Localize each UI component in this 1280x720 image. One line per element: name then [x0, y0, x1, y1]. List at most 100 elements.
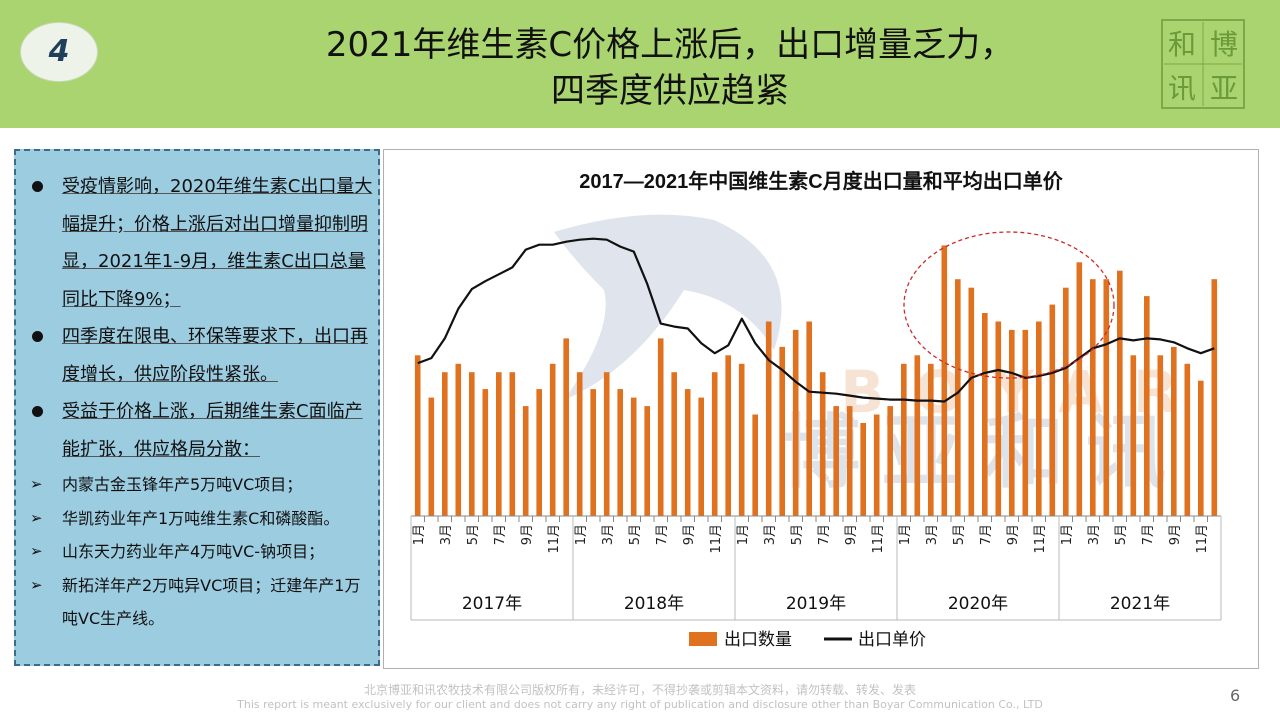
month-tick-label: 9月	[1006, 524, 1021, 545]
bar	[469, 372, 475, 516]
bar	[428, 397, 435, 516]
boyar-logo: 和 博 讯 亚	[1161, 19, 1245, 109]
month-tick-label: 3月	[601, 524, 616, 545]
month-tick-label: 11月	[709, 524, 724, 554]
bar	[982, 313, 988, 516]
bar	[1090, 279, 1096, 516]
bar	[563, 338, 569, 516]
legend-label: 出口单价	[858, 630, 926, 650]
month-tick-label: 9月	[682, 524, 697, 545]
bar	[671, 372, 677, 516]
bar	[1157, 355, 1164, 516]
bar	[455, 363, 462, 516]
bar	[496, 372, 502, 516]
month-tick-label: 1月	[412, 524, 427, 545]
bar	[576, 372, 583, 516]
highlight-ellipse	[903, 231, 1115, 379]
bar	[914, 355, 921, 516]
month-tick-label: 11月	[871, 524, 886, 554]
month-tick-label: 5月	[1114, 524, 1129, 545]
bar	[698, 397, 704, 516]
bullet-dot-icon	[32, 331, 43, 342]
bar	[1022, 329, 1029, 516]
month-tick-label: 11月	[547, 524, 562, 554]
month-tick-label: 9月	[520, 524, 535, 545]
title-line-2: 四季度供应趋紧	[551, 71, 789, 111]
month-tick-label: 11月	[1195, 524, 1210, 554]
month-tick-label: 5月	[952, 524, 967, 545]
month-tick-label: 9月	[1168, 524, 1183, 545]
title-line-1: 2021年维生素C价格上涨后，出口增量乏力，	[325, 25, 1015, 65]
bar	[860, 423, 866, 516]
sub-item: ➢ 内蒙古金玉锋年产5万吨VC项目；	[14, 468, 374, 502]
month-tick-label: 1月	[574, 524, 589, 545]
bullet-item: 受疫情影响，2020年维生素C出口量大幅提升；价格上涨后对出口增量抑制明显，20…	[14, 168, 374, 318]
header-bar: 4 2021年维生素C价格上涨后，出口增量乏力， 四季度供应趋紧 和 博 讯 亚	[0, 0, 1280, 128]
page-number: 6	[1230, 686, 1241, 705]
bar	[1144, 296, 1150, 516]
arrow-icon: ➢	[30, 475, 43, 493]
bar	[1103, 279, 1110, 516]
bar	[1211, 279, 1218, 516]
bar	[833, 406, 839, 516]
bar	[590, 389, 596, 516]
watermark-logo-shape	[554, 214, 782, 400]
copyright-cn: 北京博亚和讯农牧技术有限公司版权所有，未经许可，不得抄袭或剪辑本文资料，请勿转载…	[363, 683, 916, 697]
bar	[873, 414, 880, 516]
month-tick-label: 3月	[439, 524, 454, 545]
month-tick-label: 7月	[655, 524, 670, 545]
bar	[549, 363, 556, 516]
bar	[1036, 321, 1042, 516]
bar	[1009, 329, 1015, 516]
bar	[1198, 380, 1204, 516]
sub-item: ➢ 华凯药业年产1万吨维生素C和磷酸酯。	[14, 502, 374, 536]
bullet-item: 四季度在限电、环保等要求下，出口再度增长，供应阶段性紧张。	[14, 318, 374, 393]
bar	[711, 372, 718, 516]
sub-item: ➢ 新拓洋年产2万吨异VC项目；迁建年产1万吨VC生产线。	[14, 569, 374, 636]
bullet-dot-icon	[32, 181, 43, 192]
month-tick-label: 7月	[979, 524, 994, 545]
sub-item: ➢ 山东天力药业年产4万吨VC-钠项目；	[14, 535, 374, 569]
bar	[887, 406, 893, 516]
bar	[738, 363, 745, 516]
year-label: 2019年	[786, 594, 846, 614]
bar	[941, 245, 948, 516]
month-tick-label: 1月	[898, 524, 913, 545]
bar	[1117, 270, 1123, 516]
month-tick-label: 5月	[466, 524, 481, 545]
bar	[792, 329, 799, 516]
bar	[765, 321, 772, 516]
bar	[617, 389, 623, 516]
bar	[1049, 304, 1056, 516]
bar	[684, 389, 691, 516]
bar	[955, 279, 961, 516]
bar	[779, 346, 785, 516]
logo-char: 讯	[1168, 72, 1196, 105]
logo-char: 和	[1168, 28, 1196, 61]
bar	[968, 287, 975, 516]
year-label: 2021年	[1110, 594, 1170, 614]
year-label: 2018年	[624, 594, 684, 614]
bar	[482, 389, 489, 516]
chart-title: 2017—2021年中国维生素C月度出口量和平均出口单价	[579, 169, 1063, 193]
bar	[644, 406, 650, 516]
arrow-icon: ➢	[30, 542, 43, 560]
bar	[995, 321, 1002, 516]
chart-panel: 2017—2021年中国维生素C月度出口量和平均出口单价 博亚和讯 BOYAR 1月 3…	[383, 149, 1259, 669]
bar	[1184, 363, 1191, 516]
bar	[509, 372, 516, 516]
logo-char: 博	[1210, 28, 1238, 61]
bar	[1063, 287, 1069, 516]
bar	[442, 372, 448, 516]
bar	[725, 355, 731, 516]
bar	[657, 338, 664, 516]
summary-list: 受疫情影响，2020年维生素C出口量大幅提升；价格上涨后对出口增量抑制明显，20…	[14, 168, 374, 636]
month-tick-label: 5月	[790, 524, 805, 545]
bar	[1171, 346, 1177, 516]
copyright-en: This report is meant exclusively for our…	[237, 698, 1043, 711]
year-label: 2020年	[948, 594, 1008, 614]
bar	[1076, 262, 1083, 516]
year-label: 2017年	[462, 594, 522, 614]
bar	[819, 372, 826, 516]
